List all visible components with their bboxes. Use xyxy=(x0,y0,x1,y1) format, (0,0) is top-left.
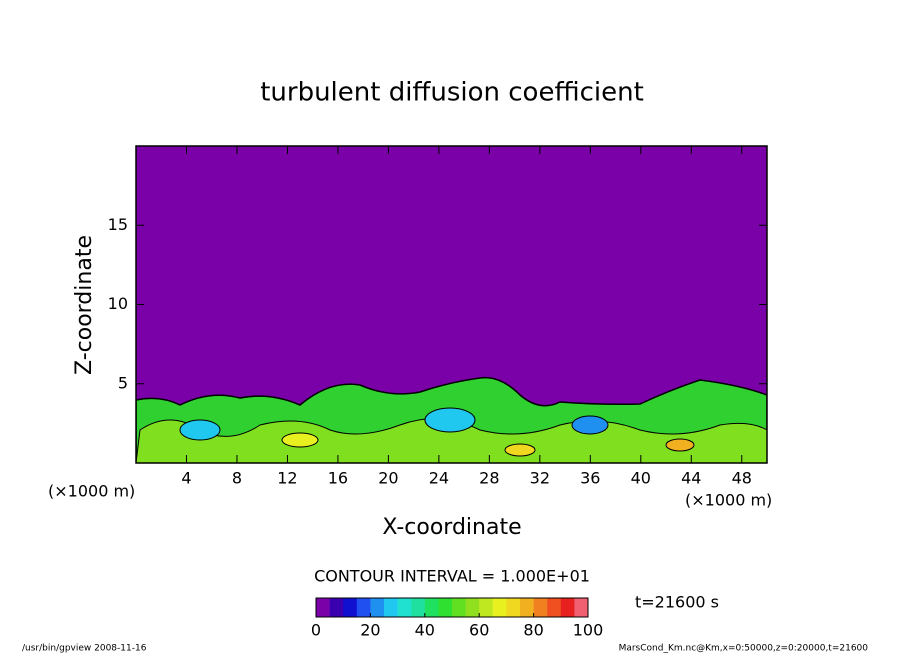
chart-title: turbulent diffusion coefficient xyxy=(260,78,644,108)
colorbar-swatch xyxy=(384,598,398,617)
footer-right: MarsCond_Km.nc@Km,x=0:50000,z=0:20000,t=… xyxy=(619,644,869,654)
contour-interval: CONTOUR INTERVAL = 1.000E+01 xyxy=(314,567,590,586)
x-tick-label: 28 xyxy=(479,469,499,488)
x-axis-label: X-coordinate xyxy=(382,515,521,540)
colorbar-swatch xyxy=(329,598,344,617)
blob xyxy=(281,432,319,448)
colorbar-swatch xyxy=(438,598,453,617)
blob xyxy=(665,438,695,452)
blob xyxy=(504,443,536,457)
blob xyxy=(179,419,221,441)
colorbar-swatch xyxy=(343,598,358,617)
y-tick-label: 15 xyxy=(108,215,128,234)
colorbar-tick-label: 80 xyxy=(523,621,543,640)
x-tick-label: 8 xyxy=(232,469,242,488)
colorbar-tick-label: 0 xyxy=(311,621,321,640)
colorbar-swatch xyxy=(506,598,521,617)
time-label: t=21600 s xyxy=(635,593,719,612)
x-tick-label: 36 xyxy=(580,469,600,488)
x-tick-label: 4 xyxy=(181,469,191,488)
colorbar-swatch xyxy=(452,598,466,617)
x-tick-label: 24 xyxy=(429,469,449,488)
footer-left: /usr/bin/gpview 2008-11-16 xyxy=(22,644,147,654)
x-tick-label: 20 xyxy=(378,469,398,488)
colorbar-swatch xyxy=(424,598,439,617)
colorbar-swatch xyxy=(356,598,371,617)
colorbar-tick-label: 100 xyxy=(573,621,604,640)
x-unit-label: (×1000 m) xyxy=(685,491,772,510)
x-tick-label: 48 xyxy=(732,469,752,488)
colorbar-swatch xyxy=(560,598,575,617)
x-tick-label: 32 xyxy=(530,469,550,488)
y-tick-label: 10 xyxy=(108,294,128,313)
x-tick-label: 12 xyxy=(277,469,297,488)
colorbar-swatch xyxy=(547,598,562,617)
colorbar-swatch xyxy=(397,598,412,617)
colorbar-swatch xyxy=(574,598,589,617)
blob xyxy=(424,407,476,433)
colorbar-frame xyxy=(315,597,589,618)
colorbar-swatch xyxy=(316,598,330,617)
turbulent-layer xyxy=(136,376,767,463)
colorbar-swatch xyxy=(492,598,507,617)
colorbar-swatch xyxy=(520,598,534,617)
y-tick-label: 5 xyxy=(118,373,128,392)
x-unit-label: (×1000 m) xyxy=(48,482,135,501)
colorbar-tick-label: 60 xyxy=(469,621,489,640)
y-axis-label: Z-coordinate xyxy=(72,235,97,375)
colorbar-swatch xyxy=(479,598,494,617)
x-tick-label: 40 xyxy=(631,469,651,488)
colorbar-tick-label: 40 xyxy=(415,621,435,640)
colorbar-swatch xyxy=(411,598,426,617)
x-tick-label: 44 xyxy=(681,469,701,488)
colorbar-swatch xyxy=(370,598,385,617)
colorbar-swatch xyxy=(533,598,548,617)
x-tick-label: 16 xyxy=(328,469,348,488)
colorbar-tick-label: 20 xyxy=(360,621,380,640)
colorbar-swatch xyxy=(465,598,480,617)
blob xyxy=(571,415,609,435)
